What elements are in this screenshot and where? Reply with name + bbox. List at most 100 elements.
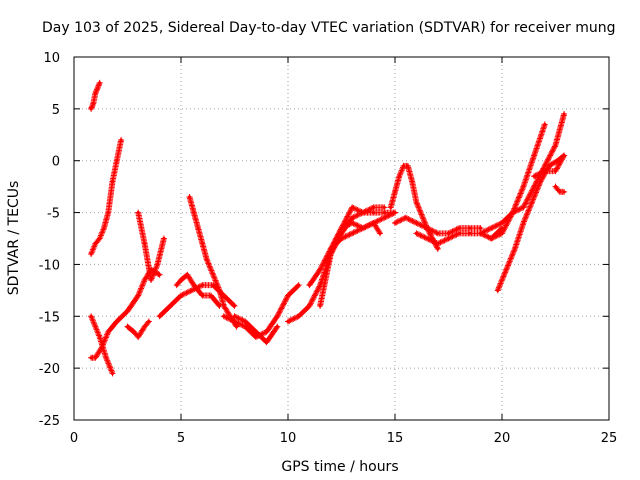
data-point — [530, 200, 534, 204]
data-point — [265, 340, 269, 344]
data-point — [158, 273, 162, 277]
plot-frame — [73, 56, 610, 421]
data-point — [393, 210, 397, 215]
data-point — [235, 325, 239, 329]
data-point — [286, 319, 290, 324]
data-point — [532, 174, 536, 178]
data-point — [547, 164, 551, 168]
x-tick-label: 25 — [601, 431, 618, 446]
data-point — [307, 283, 311, 287]
data-point — [200, 242, 204, 246]
series-track-o — [327, 219, 384, 252]
series-track-i — [173, 271, 223, 309]
y-axis-label: SDTVAR / TECUs — [6, 181, 22, 296]
data-point — [217, 288, 222, 292]
data-point — [382, 205, 386, 209]
data-point — [393, 190, 397, 194]
data-point — [468, 231, 472, 235]
data-point — [479, 226, 483, 230]
data-point — [457, 231, 461, 235]
data-point — [136, 293, 140, 298]
data-point — [361, 210, 365, 215]
series-track-b — [88, 136, 125, 258]
data-point — [425, 236, 429, 241]
data-point — [149, 278, 153, 282]
data-point — [143, 278, 147, 282]
data-point — [185, 273, 190, 277]
data-point — [538, 179, 543, 184]
data-point — [275, 325, 279, 329]
data-point — [147, 319, 151, 324]
data-point — [318, 304, 322, 308]
y-tick-label: -25 — [39, 414, 60, 429]
data-point — [265, 330, 269, 334]
data-point — [425, 226, 429, 230]
data-point — [382, 216, 386, 220]
data-point — [382, 210, 386, 215]
data-point — [558, 190, 562, 194]
data-point — [532, 153, 536, 158]
data-point — [98, 335, 102, 339]
x-tick-label: 5 — [177, 431, 185, 446]
data-point — [106, 330, 110, 334]
data-point — [158, 314, 162, 318]
data-point — [446, 236, 451, 241]
data-point — [500, 231, 504, 235]
data-point — [389, 205, 393, 209]
data-point — [222, 314, 226, 318]
data-point — [98, 236, 102, 241]
data-point — [553, 143, 558, 147]
data-point — [93, 242, 97, 246]
data-point — [532, 185, 536, 189]
data-point — [232, 314, 237, 318]
data-point — [190, 288, 194, 292]
grid-layer — [74, 57, 609, 420]
data-point — [217, 304, 222, 308]
x-tick-label: 0 — [70, 431, 78, 446]
data-point — [168, 304, 172, 308]
series-track-q — [392, 214, 484, 237]
y-tick-label: -5 — [47, 207, 60, 222]
data-point — [179, 278, 183, 282]
data-point — [446, 231, 451, 235]
series-track-j — [220, 282, 302, 341]
data-point — [91, 102, 95, 106]
data-point — [339, 226, 344, 230]
series-track-v — [531, 152, 568, 180]
data-point — [115, 319, 119, 324]
y-tick-label: 5 — [52, 103, 60, 118]
data-point — [192, 210, 196, 215]
data-point — [372, 210, 376, 215]
axes-layer — [73, 56, 610, 421]
data-point — [102, 226, 106, 230]
data-point — [350, 216, 354, 220]
series-markers — [88, 79, 103, 112]
chart-title: Day 103 of 2025, Sidereal Day-to-day VTE… — [42, 20, 616, 36]
data-point — [543, 122, 547, 127]
data-point — [95, 86, 100, 90]
data-point — [307, 304, 311, 308]
data-point — [406, 164, 410, 168]
data-point — [393, 221, 397, 225]
data-point — [196, 226, 200, 230]
data-point — [89, 107, 93, 111]
data-point — [401, 164, 406, 168]
y-tick-label: 0 — [52, 155, 60, 170]
data-point — [125, 309, 130, 313]
data-point — [205, 257, 209, 261]
data-point — [232, 304, 237, 308]
data-point — [115, 159, 119, 163]
data-point — [286, 293, 290, 298]
data-point — [511, 210, 515, 215]
data-point — [211, 283, 215, 287]
data-point — [93, 356, 97, 360]
tick-labels: 0 5 10 15 20 25 -25 -20 -15 -10 -5 0 5 10 — [39, 51, 618, 446]
data-point — [110, 371, 115, 375]
data-point — [489, 226, 493, 230]
data-point — [232, 319, 237, 324]
data-point — [378, 231, 382, 235]
data-point — [436, 247, 440, 251]
series-track-h — [186, 194, 240, 330]
data-point — [436, 231, 440, 235]
